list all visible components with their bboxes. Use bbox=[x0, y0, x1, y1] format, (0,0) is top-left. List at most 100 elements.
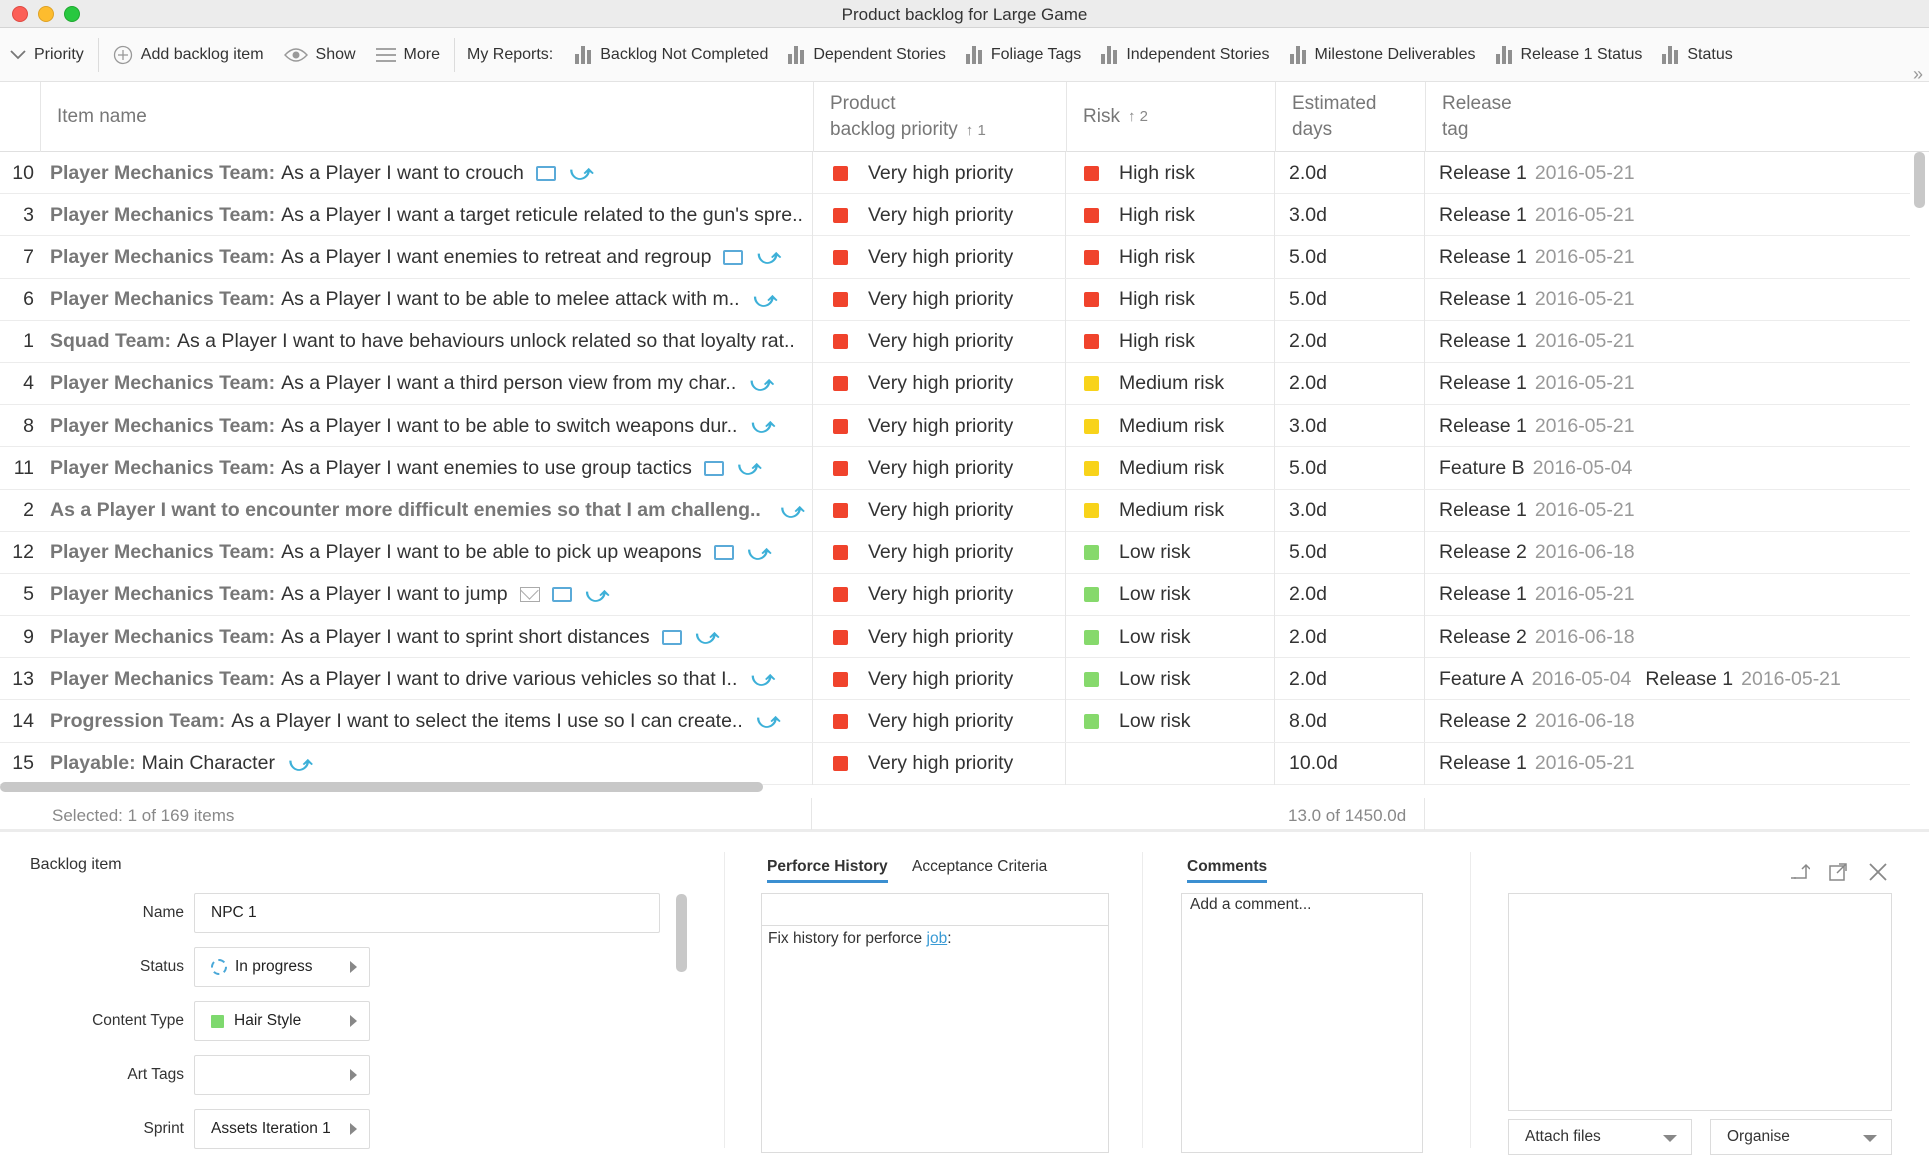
report-status[interactable]: Status bbox=[1652, 28, 1742, 82]
risk-cell[interactable]: Low risk bbox=[1066, 700, 1275, 743]
mail-icon[interactable] bbox=[519, 587, 540, 603]
status-selector[interactable]: In progress bbox=[194, 947, 370, 987]
column-header-risk[interactable]: Risk ↑ 2 bbox=[1066, 82, 1275, 152]
report-foliage-tags[interactable]: Foliage Tags bbox=[956, 28, 1091, 82]
risk-cell[interactable]: High risk bbox=[1066, 152, 1275, 194]
table-row[interactable]: 7 Player Mechanics Team: As a Player I wan… bbox=[0, 236, 1910, 279]
release-tag-cell[interactable]: Feature B 2016-05-04 bbox=[1425, 447, 1910, 489]
report-release-1-status[interactable]: Release 1 Status bbox=[1486, 28, 1653, 82]
priority-dropdown[interactable]: Priority bbox=[0, 28, 94, 82]
comment-icon[interactable] bbox=[703, 460, 724, 476]
risk-cell[interactable] bbox=[1066, 742, 1275, 785]
release-tag-cell[interactable]: Release 2 2016-06-18 bbox=[1425, 700, 1910, 742]
table-row[interactable]: 6 Player Mechanics Team: As a Player I wan… bbox=[0, 278, 1910, 321]
priority-cell[interactable]: Very high priority bbox=[813, 320, 1066, 363]
table-row[interactable]: 3 Player Mechanics Team: As a Player I wan… bbox=[0, 194, 1910, 237]
detail-scrollbar[interactable] bbox=[676, 894, 687, 972]
release-tag-cell[interactable]: Release 1 2016-05-21 bbox=[1425, 236, 1910, 278]
link-icon[interactable]: ⤻ bbox=[288, 750, 313, 776]
link-icon[interactable]: ⤻ bbox=[753, 286, 778, 312]
risk-cell[interactable]: Low risk bbox=[1066, 573, 1275, 616]
priority-cell[interactable]: Very high priority bbox=[813, 194, 1066, 237]
risk-cell[interactable]: High risk bbox=[1066, 320, 1275, 363]
link-icon[interactable]: ⤻ bbox=[737, 455, 762, 481]
window-maximize-button[interactable] bbox=[64, 6, 80, 22]
report-independent-stories[interactable]: Independent Stories bbox=[1091, 28, 1279, 82]
more-button[interactable]: More bbox=[366, 28, 450, 82]
link-icon[interactable]: ⤻ bbox=[750, 370, 774, 396]
priority-cell[interactable]: Very high priority bbox=[813, 658, 1066, 701]
link-icon[interactable]: ⤻ bbox=[780, 497, 805, 523]
item-name-cell[interactable]: Player Mechanics Team: As a Player I want… bbox=[40, 236, 813, 279]
item-name-cell[interactable]: Player Mechanics Team: As a Player I want… bbox=[40, 362, 813, 405]
window-minimize-button[interactable] bbox=[38, 6, 54, 22]
risk-cell[interactable]: Low risk bbox=[1066, 658, 1275, 701]
release-tag-cell[interactable]: Release 1 2016-05-21 bbox=[1425, 279, 1910, 321]
priority-cell[interactable]: Very high priority bbox=[813, 489, 1066, 532]
estimated-days-cell[interactable]: 2.0d bbox=[1275, 573, 1425, 616]
link-icon[interactable]: ⤻ bbox=[751, 666, 775, 692]
estimated-days-cell[interactable]: 5.0d bbox=[1275, 278, 1425, 321]
release-tag-cell[interactable]: Feature A 2016-05-04 Release 1 2016-05-21 bbox=[1425, 658, 1910, 700]
release-tag-cell[interactable]: Release 1 2016-05-21 bbox=[1425, 490, 1910, 532]
item-name-cell[interactable]: Player Mechanics Team: As a Player I want… bbox=[40, 616, 813, 659]
item-name-cell[interactable]: Player Mechanics Team: As a Player I want… bbox=[40, 658, 813, 701]
table-row[interactable]: 8 Player Mechanics Team: As a Player I wan… bbox=[0, 405, 1910, 448]
table-row[interactable]: 5 Player Mechanics Team: As a Player I wan… bbox=[0, 573, 1910, 617]
column-header-release-tag[interactable]: Release tag bbox=[1425, 82, 1910, 152]
comment-input[interactable] bbox=[1181, 893, 1423, 1153]
risk-cell[interactable]: Low risk bbox=[1066, 531, 1275, 574]
priority-cell[interactable]: Very high priority bbox=[813, 278, 1066, 321]
item-name-cell[interactable]: Playable: Main Character ⤻ bbox=[40, 742, 813, 785]
release-tag-cell[interactable]: Release 1 2016-05-21 bbox=[1425, 363, 1910, 405]
link-icon[interactable]: ⤻ bbox=[585, 581, 610, 607]
estimated-days-cell[interactable]: 5.0d bbox=[1275, 236, 1425, 279]
priority-cell[interactable]: Very high priority bbox=[813, 405, 1066, 448]
close-icon[interactable] bbox=[1868, 862, 1888, 888]
release-tag-cell[interactable]: Release 2 2016-06-18 bbox=[1425, 532, 1910, 574]
table-row[interactable]: 10 Player Mechanics Team: As a Player I wa… bbox=[0, 152, 1910, 195]
item-name-cell[interactable]: Player Mechanics Team: As a Player I want… bbox=[40, 152, 813, 194]
attachments-area[interactable] bbox=[1508, 893, 1892, 1111]
table-row[interactable]: 14 Progression Team: As a Player I want to… bbox=[0, 700, 1910, 743]
release-tag-cell[interactable]: Release 1 2016-05-21 bbox=[1425, 152, 1910, 194]
estimated-days-cell[interactable]: 3.0d bbox=[1275, 194, 1425, 237]
comment-icon[interactable] bbox=[723, 249, 744, 265]
link-icon[interactable]: ⤻ bbox=[751, 413, 775, 439]
link-icon[interactable]: ⤻ bbox=[569, 160, 594, 185]
comment-icon[interactable] bbox=[535, 165, 556, 181]
estimated-days-cell[interactable]: 2.0d bbox=[1275, 152, 1425, 194]
item-name-cell[interactable]: Player Mechanics Team: As a Player I want… bbox=[40, 405, 813, 448]
item-name-cell[interactable]: As a Player I want to encounter more dif… bbox=[40, 489, 813, 532]
priority-cell[interactable]: Very high priority bbox=[813, 152, 1066, 194]
horizontal-scrollbar[interactable] bbox=[0, 782, 763, 792]
estimated-days-cell[interactable]: 2.0d bbox=[1275, 362, 1425, 405]
item-name-cell[interactable]: Squad Team: As a Player I want to have be… bbox=[40, 320, 813, 363]
table-row[interactable]: 12 Player Mechanics Team: As a Player I wa… bbox=[0, 531, 1910, 574]
table-row[interactable]: 1 Squad Team: As a Player I want to have b… bbox=[0, 320, 1910, 363]
table-row[interactable]: 13 Player Mechanics Team: As a Player I wa… bbox=[0, 658, 1910, 701]
release-tag-cell[interactable]: Release 1 2016-05-21 bbox=[1425, 743, 1910, 785]
risk-cell[interactable]: Medium risk bbox=[1066, 489, 1275, 532]
risk-cell[interactable]: Low risk bbox=[1066, 616, 1275, 659]
priority-cell[interactable]: Very high priority bbox=[813, 236, 1066, 279]
release-tag-cell[interactable]: Release 1 2016-05-21 bbox=[1425, 405, 1910, 447]
risk-cell[interactable]: Medium risk bbox=[1066, 447, 1275, 490]
content-type-selector[interactable]: Hair Style bbox=[194, 1001, 370, 1041]
priority-cell[interactable]: Very high priority bbox=[813, 616, 1066, 659]
column-header-item-name[interactable]: Item name bbox=[40, 82, 813, 152]
item-name-cell[interactable]: Player Mechanics Team: As a Player I want… bbox=[40, 531, 813, 574]
comment-icon[interactable] bbox=[551, 587, 572, 603]
report-dependent-stories[interactable]: Dependent Stories bbox=[778, 28, 956, 82]
estimated-days-cell[interactable]: 2.0d bbox=[1275, 616, 1425, 659]
vertical-scrollbar[interactable] bbox=[1914, 152, 1925, 208]
tab-comments[interactable]: Comments bbox=[1187, 858, 1268, 883]
item-name-cell[interactable]: Player Mechanics Team: As a Player I want… bbox=[40, 573, 813, 616]
risk-cell[interactable]: High risk bbox=[1066, 236, 1275, 279]
release-tag-cell[interactable]: Release 1 2016-05-21 bbox=[1425, 321, 1910, 363]
toolbar-overflow-icon[interactable]: » bbox=[1912, 64, 1923, 84]
estimated-days-cell[interactable]: 10.0d bbox=[1275, 742, 1425, 785]
priority-cell[interactable]: Very high priority bbox=[813, 531, 1066, 574]
risk-cell[interactable]: Medium risk bbox=[1066, 362, 1275, 405]
art-tags-selector[interactable] bbox=[194, 1055, 370, 1095]
